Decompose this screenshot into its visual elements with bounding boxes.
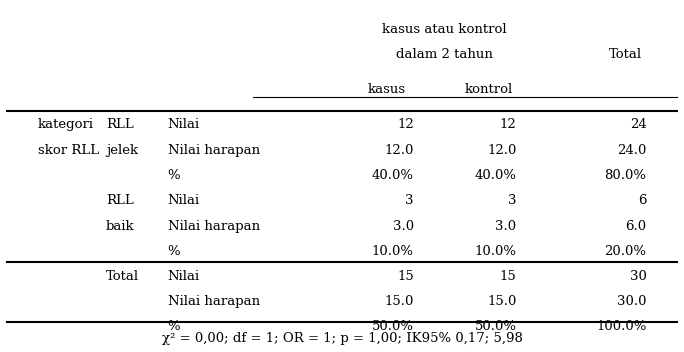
Text: 12.0: 12.0 (487, 144, 516, 157)
Text: kontrol: kontrol (465, 83, 513, 96)
Text: Nilai harapan: Nilai harapan (168, 220, 260, 233)
Text: χ² = 0,00; df = 1; OR = 1; p = 1,00; IK95% 0,17; 5,98: χ² = 0,00; df = 1; OR = 1; p = 1,00; IK9… (161, 332, 523, 345)
Text: Nilai harapan: Nilai harapan (168, 295, 260, 308)
Text: Total: Total (106, 270, 139, 283)
Text: 10.0%: 10.0% (475, 245, 516, 258)
Text: Total: Total (609, 48, 642, 61)
Text: 12.0: 12.0 (384, 144, 414, 157)
Text: kasus: kasus (367, 83, 406, 96)
Text: %: % (168, 169, 180, 182)
Text: kategori: kategori (38, 118, 94, 131)
Text: 15.0: 15.0 (384, 295, 414, 308)
Text: Nilai: Nilai (168, 270, 200, 283)
Text: 40.0%: 40.0% (372, 169, 414, 182)
Text: 50.0%: 50.0% (372, 320, 414, 333)
Text: dalam 2 tahun: dalam 2 tahun (396, 48, 493, 61)
Text: 80.0%: 80.0% (605, 169, 646, 182)
Text: 50.0%: 50.0% (475, 320, 516, 333)
Text: 100.0%: 100.0% (596, 320, 646, 333)
Text: RLL: RLL (106, 118, 134, 131)
Text: kasus atau kontrol: kasus atau kontrol (382, 24, 507, 36)
Text: 3.0: 3.0 (393, 220, 414, 233)
Text: Nilai: Nilai (168, 118, 200, 131)
Text: 3.0: 3.0 (495, 220, 516, 233)
Text: 15: 15 (500, 270, 516, 283)
Text: 12: 12 (500, 118, 516, 131)
Text: RLL: RLL (106, 194, 134, 207)
Text: 10.0%: 10.0% (372, 245, 414, 258)
Text: %: % (168, 320, 180, 333)
Text: 20.0%: 20.0% (605, 245, 646, 258)
Text: 12: 12 (397, 118, 414, 131)
Text: %: % (168, 245, 180, 258)
Text: jelek: jelek (106, 144, 138, 157)
Text: 30.0: 30.0 (617, 295, 646, 308)
Text: 30: 30 (629, 270, 646, 283)
Text: 3: 3 (406, 194, 414, 207)
Text: 6.0: 6.0 (625, 220, 646, 233)
Text: Nilai harapan: Nilai harapan (168, 144, 260, 157)
Text: 24: 24 (630, 118, 646, 131)
Text: 3: 3 (508, 194, 516, 207)
Text: skor RLL: skor RLL (38, 144, 98, 157)
Text: baik: baik (106, 220, 135, 233)
Text: 6: 6 (638, 194, 646, 207)
Text: 24.0: 24.0 (617, 144, 646, 157)
Text: 40.0%: 40.0% (475, 169, 516, 182)
Text: 15: 15 (397, 270, 414, 283)
Text: 15.0: 15.0 (487, 295, 516, 308)
Text: Nilai: Nilai (168, 194, 200, 207)
